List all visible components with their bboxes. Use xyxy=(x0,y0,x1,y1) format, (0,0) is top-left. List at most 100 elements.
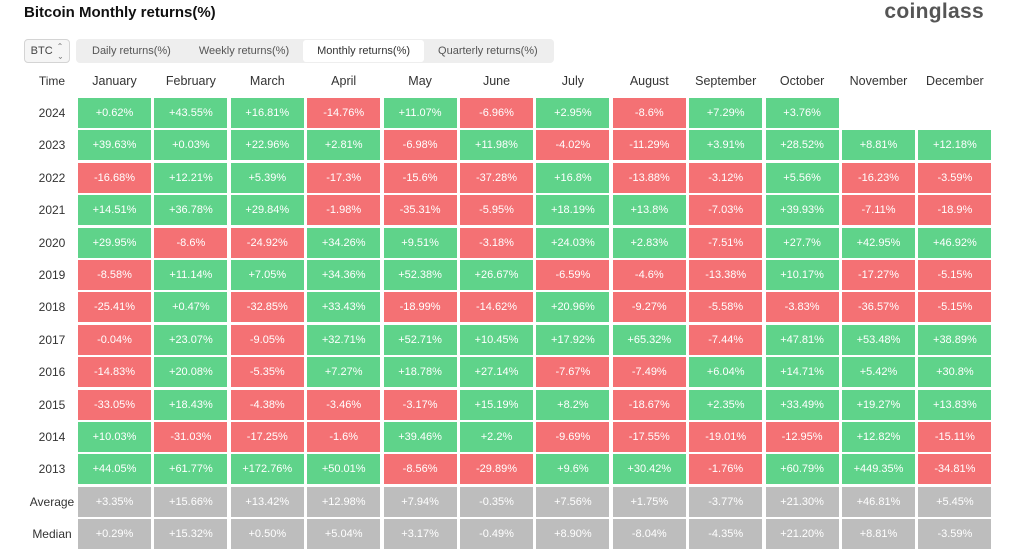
return-cell: +12.21% xyxy=(154,162,228,193)
return-cell: -36.57% xyxy=(842,292,915,323)
return-cell: +36.78% xyxy=(154,195,228,226)
return-cell: +449.35% xyxy=(842,454,915,485)
summary-cell: -8.04% xyxy=(612,519,686,550)
return-cell: -7.67% xyxy=(536,357,610,388)
return-cell: -18.67% xyxy=(612,389,686,420)
return-cell: +10.45% xyxy=(460,324,533,355)
summary-cell: +8.90% xyxy=(536,519,610,550)
tab-quarterly[interactable]: Quarterly returns(%) xyxy=(438,45,538,57)
return-cell: -19.01% xyxy=(689,422,763,452)
return-cell: -15.6% xyxy=(383,162,457,193)
column-header: September xyxy=(695,74,757,88)
year-label: 2016 xyxy=(38,365,66,380)
return-cell: +9.6% xyxy=(536,454,610,485)
return-cell: +42.95% xyxy=(842,227,915,258)
summary-cell: +5.45% xyxy=(918,486,992,517)
return-cell: +30.42% xyxy=(612,454,686,485)
return-cell: -9.27% xyxy=(612,292,686,323)
return-cell: -3.17% xyxy=(383,389,457,420)
return-cell: +19.27% xyxy=(842,389,915,420)
return-cell: -9.69% xyxy=(536,422,610,452)
return-cell: +9.51% xyxy=(383,227,457,258)
summary-cell: +46.81% xyxy=(842,486,915,517)
tab-weekly[interactable]: Weekly returns(%) xyxy=(198,45,290,57)
return-cell: +7.27% xyxy=(307,357,381,388)
return-cell: -14.62% xyxy=(460,292,533,323)
brand-logo[interactable]: coinglass xyxy=(884,0,984,23)
return-cell: -16.23% xyxy=(842,162,915,193)
return-cell: +5.56% xyxy=(765,162,839,193)
return-cell: +16.8% xyxy=(536,162,610,193)
summary-cell: -3.59% xyxy=(918,519,992,550)
return-cell: -3.83% xyxy=(765,292,839,323)
column-header: December xyxy=(926,74,984,88)
return-cell: +65.32% xyxy=(612,324,686,355)
return-cell: +52.71% xyxy=(383,324,457,355)
return-cell: +11.07% xyxy=(383,98,457,128)
summary-cell: -4.35% xyxy=(689,519,763,550)
summary-cell: +0.50% xyxy=(230,519,304,550)
return-cell: +34.26% xyxy=(307,227,381,258)
return-cell: -8.6% xyxy=(154,227,228,258)
return-cell: +13.8% xyxy=(612,195,686,226)
coin-select[interactable]: BTC ⌃ ⌃ xyxy=(24,39,70,63)
return-cell: +30.8% xyxy=(918,357,992,388)
return-cell: -4.02% xyxy=(536,130,610,161)
year-label: 2014 xyxy=(38,430,66,444)
return-cell: -8.58% xyxy=(78,260,151,290)
return-cell: +14.71% xyxy=(765,357,839,388)
return-cell: -8.6% xyxy=(612,98,686,128)
return-cell: +33.43% xyxy=(307,292,381,323)
column-header: February xyxy=(165,74,216,88)
return-cell: +18.43% xyxy=(154,389,228,420)
return-cell: -5.35% xyxy=(230,357,304,388)
tab-daily[interactable]: Daily returns(%) xyxy=(92,45,171,57)
summary-cell: +13.42% xyxy=(230,486,304,517)
return-cell: +29.95% xyxy=(78,227,151,258)
return-cell: +38.89% xyxy=(918,324,992,355)
return-cell: -33.05% xyxy=(78,389,151,420)
return-cell: -14.76% xyxy=(307,98,381,128)
return-cell: +46.92% xyxy=(918,227,992,258)
column-header: April xyxy=(331,74,357,88)
return-cell: -4.6% xyxy=(612,260,686,290)
column-header: May xyxy=(408,74,432,88)
return-cell: +20.96% xyxy=(536,292,610,323)
return-cell: +2.2% xyxy=(460,422,533,452)
return-cell: -17.55% xyxy=(612,422,686,452)
summary-cell: +3.35% xyxy=(78,486,151,517)
tab-monthly[interactable]: Monthly returns(%) xyxy=(303,40,425,62)
return-cell: +8.2% xyxy=(536,389,610,420)
return-cell: -9.05% xyxy=(230,324,304,355)
return-cell: -6.59% xyxy=(536,260,610,290)
return-cell: +52.38% xyxy=(383,260,457,290)
year-label: 2018 xyxy=(38,300,66,315)
return-period-tabs: Daily returns(%) Weekly returns(%) Month… xyxy=(76,39,554,63)
return-cell: +0.47% xyxy=(154,292,228,323)
return-cell: -3.12% xyxy=(689,162,763,193)
summary-cell: +12.98% xyxy=(307,486,381,517)
return-cell: +26.67% xyxy=(460,260,533,290)
return-cell: -18.9% xyxy=(918,195,992,226)
return-cell: +50.01% xyxy=(307,454,381,485)
column-header: August xyxy=(629,74,669,88)
summary-cell: +1.75% xyxy=(612,486,686,517)
return-cell: +14.51% xyxy=(78,195,151,226)
return-cell: +2.95% xyxy=(536,98,610,128)
return-cell: +12.18% xyxy=(918,130,992,161)
return-cell: -3.46% xyxy=(307,389,381,420)
return-cell: +11.98% xyxy=(460,130,533,161)
return-cell: +28.52% xyxy=(765,130,839,161)
return-cell: -1.6% xyxy=(307,422,381,452)
year-label: 2020 xyxy=(38,235,66,250)
summary-cell: +5.04% xyxy=(307,519,381,550)
return-cell: -5.15% xyxy=(918,260,992,290)
return-cell: -17.3% xyxy=(307,162,381,193)
summary-cell: -0.49% xyxy=(460,519,533,550)
return-cell: -35.31% xyxy=(383,195,457,226)
return-cell: -13.88% xyxy=(612,162,686,193)
summary-cell: +21.30% xyxy=(765,486,839,517)
return-cell: -37.28% xyxy=(460,162,533,193)
return-cell: -4.38% xyxy=(230,389,304,420)
return-cell: -31.03% xyxy=(154,422,228,452)
